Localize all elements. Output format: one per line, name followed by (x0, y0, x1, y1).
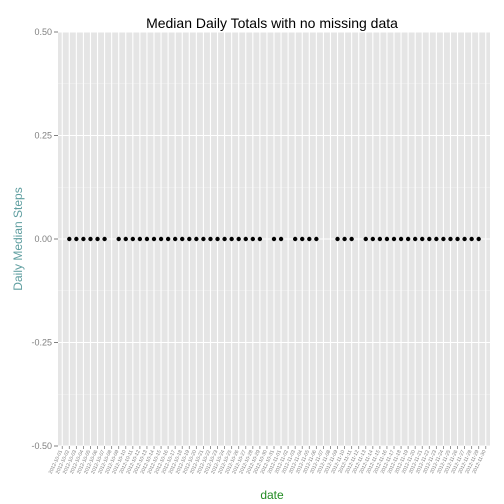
data-point (271, 236, 277, 242)
data-point (201, 236, 206, 242)
data-point (257, 236, 263, 242)
data-point (427, 236, 432, 242)
data-point (208, 236, 213, 242)
data-point (123, 236, 128, 242)
data-point (194, 236, 199, 242)
data-point (102, 236, 107, 242)
data-point (363, 236, 368, 242)
data-points (67, 236, 481, 242)
x-axis-ticks: 2012-10-012012-10-022012-10-032012-10-04… (48, 446, 488, 475)
data-point (420, 236, 425, 242)
y-tick-label: 0.25 (34, 131, 52, 141)
data-point (151, 236, 157, 242)
data-point (476, 236, 481, 242)
data-point (335, 236, 340, 242)
data-point (95, 236, 100, 242)
y-tick-label: -0.50 (31, 441, 52, 451)
x-axis-label: date (260, 488, 284, 502)
data-point (116, 236, 121, 242)
data-point (349, 236, 354, 242)
data-point (180, 236, 185, 242)
data-point (144, 236, 150, 242)
data-point (398, 236, 404, 242)
data-point (448, 236, 453, 242)
data-point (314, 236, 319, 242)
data-point (222, 236, 227, 242)
data-point (300, 236, 305, 242)
y-tick-label: -0.25 (31, 338, 52, 348)
chart-title: Median Daily Totals with no missing data (146, 15, 398, 31)
data-point (243, 236, 248, 242)
data-point (391, 236, 397, 242)
data-point (278, 236, 284, 242)
data-point (67, 236, 72, 242)
data-point (250, 236, 256, 242)
data-point (434, 236, 439, 242)
data-point (229, 236, 234, 242)
y-axis-ticks: -0.50 -0.25 0.00 0.25 0.50 (31, 27, 58, 451)
y-tick-label: 0.00 (34, 234, 52, 244)
data-point (130, 236, 136, 242)
data-point (292, 236, 298, 242)
data-point (81, 236, 86, 242)
data-point (88, 236, 93, 242)
data-point (158, 236, 164, 242)
data-point (384, 236, 390, 242)
y-axis-label: Daily Median Steps (11, 187, 25, 290)
data-point (377, 236, 383, 242)
data-point (370, 236, 376, 242)
data-point (455, 236, 460, 242)
data-point (405, 236, 411, 242)
data-point (307, 236, 312, 242)
data-point (74, 236, 79, 242)
data-point (165, 236, 171, 242)
data-point (187, 236, 192, 242)
data-point (215, 236, 220, 242)
data-point (137, 236, 143, 242)
data-point (412, 236, 418, 242)
data-point (342, 236, 347, 242)
data-point (236, 236, 241, 242)
data-point (172, 236, 178, 242)
data-point (462, 236, 467, 242)
data-point (469, 236, 474, 242)
data-point (441, 236, 446, 242)
y-tick-label: 0.50 (34, 27, 52, 37)
